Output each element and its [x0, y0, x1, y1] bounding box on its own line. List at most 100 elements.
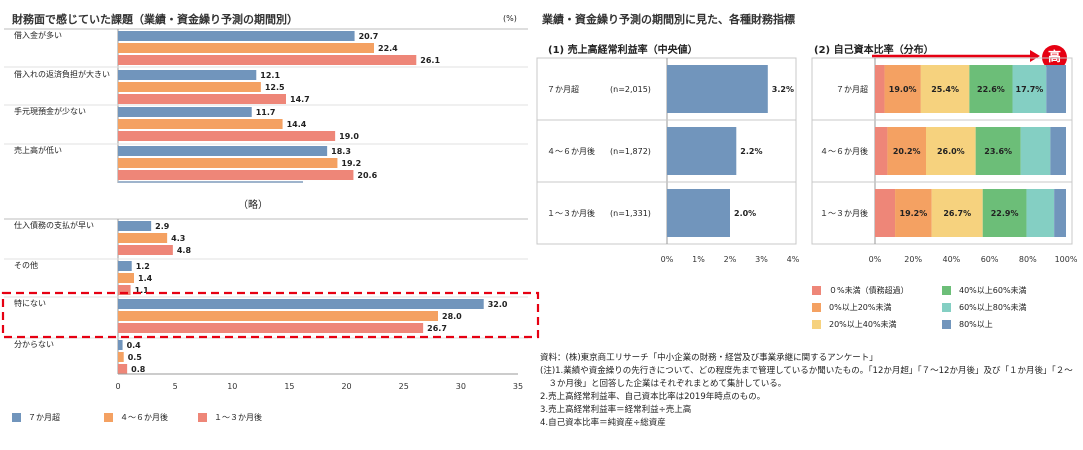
sub2-segment — [875, 127, 888, 175]
sub2-segment — [875, 189, 896, 237]
data-label: 0.5 — [128, 353, 143, 362]
sub1-n-label: (n=2,015) — [610, 85, 651, 94]
note-source: 資料：(株)東京商工リサーチ「中小企業の財務・経営及び事業承継に関するアンケート… — [540, 353, 878, 363]
sub1-tick-label: 3% — [755, 255, 768, 264]
sub2-segment — [875, 65, 885, 113]
omitted-mark: （略） — [238, 200, 268, 211]
equity-legend-label: 80%以上 — [959, 320, 993, 329]
bar — [118, 352, 124, 362]
sub1-bar — [667, 65, 768, 113]
note-2: 2.売上高経常利益率、自己資本比率は2019年時点のもの。 — [540, 392, 766, 402]
data-label: 4.3 — [171, 234, 185, 243]
legend-label: ７か月超 — [28, 413, 60, 422]
bar — [118, 82, 261, 92]
data-label: 4.8 — [177, 246, 192, 255]
data-label: 22.4 — [378, 44, 398, 53]
note-4: 4.自己資本比率＝純資産÷総資産 — [540, 418, 666, 428]
category-label: 特にない — [14, 298, 46, 308]
sub1-value-label: 3.2% — [772, 85, 794, 94]
data-label: 19.2 — [341, 159, 361, 168]
break-fragment — [118, 181, 303, 183]
category-label: 借入れの返済負担が大きい — [14, 69, 110, 79]
sub2-segment — [895, 189, 932, 237]
bar — [118, 364, 128, 374]
note-3: 3.売上高経常利益率＝経常利益÷売上高 — [540, 405, 692, 415]
sub2-segment — [1026, 189, 1055, 237]
data-label: 0.8 — [131, 365, 146, 374]
sub1-tick-label: 0% — [661, 255, 674, 264]
equity-legend-swatch — [812, 303, 821, 312]
bar — [118, 311, 438, 321]
sub2-segment — [925, 127, 976, 175]
sub2-segment — [1054, 189, 1066, 237]
bar — [118, 261, 132, 271]
sub2-category-label: ７か月超 — [836, 84, 868, 94]
data-label: 26.7 — [427, 324, 447, 333]
equity-legend-label: 20%以上40%未満 — [829, 320, 897, 329]
note-1b: ３か月後」と回答した企業はそれぞれまとめて集計している。 — [540, 379, 787, 389]
equity-legend-label: ０%未満（債務超過） — [829, 286, 909, 295]
highlight-box — [1, 291, 540, 339]
data-label: 11.7 — [256, 108, 276, 117]
sub2-value-label: 20.2% — [893, 147, 921, 156]
bar — [118, 273, 134, 283]
legend-swatch — [198, 413, 207, 422]
legend-label: ４～６か月後 — [120, 413, 168, 422]
sub2-segment — [931, 189, 983, 237]
sub1-tick-label: 2% — [724, 255, 737, 264]
sub1-bar — [667, 189, 730, 237]
x-tick-label: 10 — [227, 382, 237, 391]
data-label: 12.1 — [260, 71, 280, 80]
equity-legend-label: 60%以上80%未満 — [959, 303, 1027, 312]
sub2-segment — [920, 65, 970, 113]
equity-legend-swatch — [812, 320, 821, 329]
x-tick-label: 0 — [115, 382, 120, 391]
equity-legend-label: 40%以上60%未満 — [959, 286, 1027, 295]
sub2-value-label: 22.9% — [991, 209, 1019, 218]
sub1-bar — [667, 127, 737, 175]
x-tick-label: 5 — [173, 382, 178, 391]
data-label: 20.6 — [357, 171, 377, 180]
sub2-value-label: 23.6% — [984, 147, 1012, 156]
sub2-segment — [1020, 127, 1051, 175]
sub2-segment — [1050, 127, 1066, 175]
x-tick-label: 35 — [513, 382, 523, 391]
bar — [118, 340, 123, 350]
left-chart-unit: (%) — [503, 14, 517, 23]
sub2-value-label: 22.6% — [977, 85, 1005, 94]
note-1: (注)1.業績や資金繰りの先行きについて、どの程度先まで管理しているか聞いたもの… — [540, 366, 1073, 376]
sub2-title: (2) 自己資本比率（分布） — [814, 45, 934, 56]
category-label: 借入金が多い — [14, 30, 62, 40]
sub2-value-label: 26.7% — [943, 209, 971, 218]
legend-label: １～３か月後 — [214, 413, 262, 422]
sub2-category-label: １～３か月後 — [820, 208, 868, 218]
sub2-tick-label: 40% — [943, 255, 961, 264]
sub1-tick-label: 4% — [787, 255, 800, 264]
right-panel-title: 業績・資金繰り予測の期間別に見た、各種財務指標 — [542, 13, 795, 26]
data-label: 18.3 — [331, 147, 351, 156]
sub1-value-label: 2.0% — [734, 209, 756, 218]
bar — [118, 43, 374, 53]
data-label: 19.0 — [339, 132, 359, 141]
sub2-segment — [982, 189, 1027, 237]
bar — [118, 70, 257, 80]
sub2-value-label: 26.0% — [937, 147, 965, 156]
x-tick-label: 15 — [284, 382, 294, 391]
sub1-category-label: ４～６か月後 — [547, 146, 595, 156]
sub1-title: (1) 売上高経常利益率（中央値） — [548, 45, 698, 56]
bar — [118, 31, 355, 41]
bar — [118, 55, 417, 65]
sub1-value-label: 2.2% — [740, 147, 762, 156]
sub1-category-label: １～３か月後 — [547, 208, 595, 218]
equity-legend-swatch — [812, 286, 821, 295]
category-label: 分からない — [14, 340, 54, 349]
left-bar-chart: 借入金が多い 20.7 22.4 26.1 借入れの返済負担が大きい 12.1 12.5 14… — [1, 28, 540, 391]
bar — [118, 170, 354, 180]
sub2-segment — [975, 127, 1021, 175]
sub2-tick-label: 60% — [981, 255, 999, 264]
sub2-segment — [1046, 65, 1066, 113]
legend-swatch — [104, 413, 113, 422]
sub2-tick-label: 0% — [869, 255, 882, 264]
